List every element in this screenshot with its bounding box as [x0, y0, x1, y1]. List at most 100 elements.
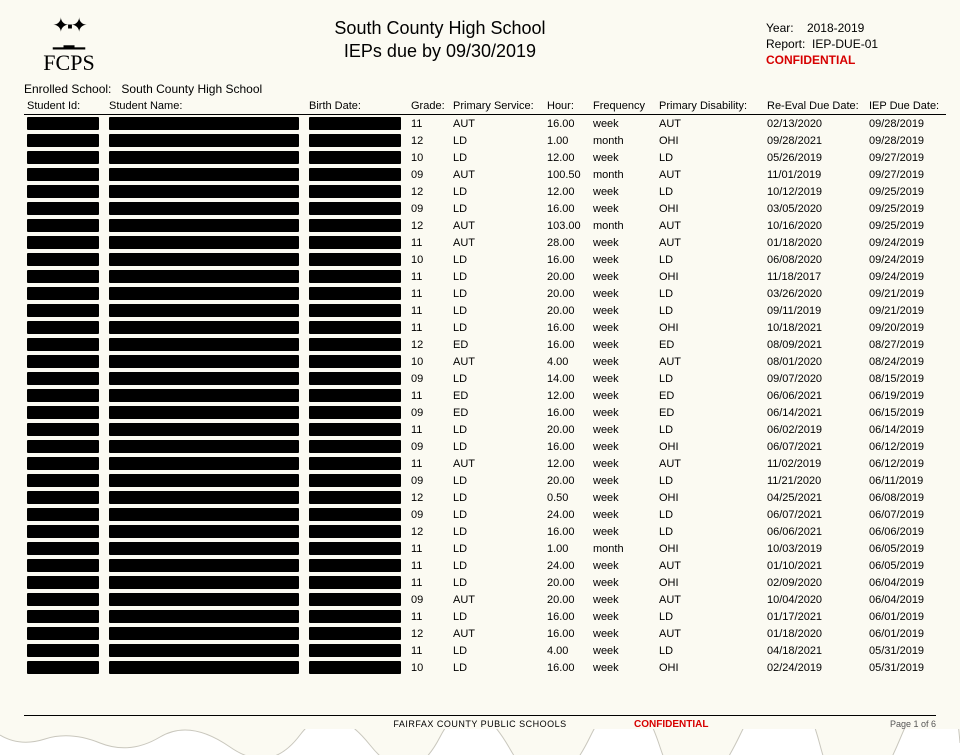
cell-student-name: [106, 302, 306, 319]
cell-iep-due: 06/07/2019: [866, 506, 946, 523]
cell-reeval-due: 08/09/2021: [764, 336, 866, 353]
cell-primary-service: AUT: [450, 455, 544, 472]
redacted-block: [27, 253, 99, 266]
cell-primary-disability: AUT: [656, 557, 764, 574]
cell-student-id: [24, 387, 106, 404]
cell-iep-due: 06/12/2019: [866, 438, 946, 455]
redacted-block: [309, 151, 401, 164]
cell-hour: 14.00: [544, 370, 590, 387]
cell-birth-date: [306, 506, 408, 523]
cell-primary-disability: AUT: [656, 353, 764, 370]
redacted-block: [309, 372, 401, 385]
cell-frequency: week: [590, 285, 656, 302]
cell-student-name: [106, 523, 306, 540]
cell-primary-service: LD: [450, 251, 544, 268]
cell-primary-disability: OHI: [656, 200, 764, 217]
cell-iep-due: 06/04/2019: [866, 574, 946, 591]
redacted-block: [27, 185, 99, 198]
cell-primary-service: LD: [450, 200, 544, 217]
cell-birth-date: [306, 625, 408, 642]
cell-hour: 12.00: [544, 387, 590, 404]
cell-student-id: [24, 115, 106, 133]
cell-primary-disability: LD: [656, 183, 764, 200]
cell-reeval-due: 10/18/2021: [764, 319, 866, 336]
col-frequency: Frequency: [590, 98, 656, 115]
cell-primary-service: LD: [450, 608, 544, 625]
cell-frequency: week: [590, 557, 656, 574]
redacted-block: [109, 151, 299, 164]
cell-student-id: [24, 234, 106, 251]
cell-primary-disability: AUT: [656, 234, 764, 251]
cell-primary-disability: LD: [656, 421, 764, 438]
cell-hour: 28.00: [544, 234, 590, 251]
cell-grade: 09: [408, 166, 450, 183]
cell-reeval-due: 05/26/2019: [764, 149, 866, 166]
table-row: 11ED12.00weekED06/06/202106/19/2019: [24, 387, 946, 404]
title-line2: IEPs due by 09/30/2019: [114, 41, 766, 62]
table-row: 11LD20.00weekLD06/02/201906/14/2019: [24, 421, 946, 438]
cell-reeval-due: 08/01/2020: [764, 353, 866, 370]
cell-frequency: week: [590, 251, 656, 268]
cell-birth-date: [306, 540, 408, 557]
redacted-block: [309, 542, 401, 555]
cell-birth-date: [306, 268, 408, 285]
redacted-block: [27, 627, 99, 640]
redacted-block: [309, 168, 401, 181]
report-header: ✦⬝✦ ▁▂▁ FCPS South County High School IE…: [24, 16, 936, 80]
cell-birth-date: [306, 404, 408, 421]
cell-birth-date: [306, 557, 408, 574]
cell-student-name: [106, 659, 306, 676]
cell-hour: 16.00: [544, 115, 590, 133]
cell-student-id: [24, 642, 106, 659]
cell-student-name: [106, 353, 306, 370]
redacted-block: [309, 304, 401, 317]
col-student-id: Student Id:: [24, 98, 106, 115]
table-row: 11LD4.00weekLD04/18/202105/31/2019: [24, 642, 946, 659]
cell-primary-service: LD: [450, 642, 544, 659]
cell-birth-date: [306, 472, 408, 489]
report-footer: FAIRFAX COUNTY PUBLIC SCHOOLS CONFIDENTI…: [0, 715, 960, 755]
cell-primary-disability: OHI: [656, 319, 764, 336]
cell-hour: 0.50: [544, 489, 590, 506]
cell-student-name: [106, 251, 306, 268]
redacted-block: [309, 627, 401, 640]
cell-reeval-due: 10/04/2020: [764, 591, 866, 608]
cell-student-id: [24, 353, 106, 370]
redacted-block: [27, 474, 99, 487]
redacted-block: [309, 474, 401, 487]
cell-primary-service: LD: [450, 132, 544, 149]
table-row: 12LD0.50weekOHI04/25/202106/08/2019: [24, 489, 946, 506]
cell-primary-disability: OHI: [656, 489, 764, 506]
report-label: Report:: [766, 37, 805, 51]
redacted-block: [309, 576, 401, 589]
cell-student-name: [106, 268, 306, 285]
table-row: 11LD1.00monthOHI10/03/201906/05/2019: [24, 540, 946, 557]
cell-birth-date: [306, 608, 408, 625]
cell-iep-due: 08/24/2019: [866, 353, 946, 370]
cell-primary-disability: AUT: [656, 115, 764, 133]
cell-hour: 12.00: [544, 149, 590, 166]
table-row: 10LD12.00weekLD05/26/201909/27/2019: [24, 149, 946, 166]
redacted-block: [109, 253, 299, 266]
redacted-block: [109, 270, 299, 283]
cell-birth-date: [306, 115, 408, 133]
redacted-block: [109, 559, 299, 572]
cell-hour: 20.00: [544, 268, 590, 285]
redacted-block: [109, 610, 299, 623]
cell-birth-date: [306, 251, 408, 268]
redacted-block: [27, 219, 99, 232]
cell-primary-service: LD: [450, 489, 544, 506]
redacted-block: [27, 117, 99, 130]
cell-primary-disability: AUT: [656, 166, 764, 183]
cell-iep-due: 09/27/2019: [866, 149, 946, 166]
cell-frequency: week: [590, 659, 656, 676]
cell-iep-due: 09/21/2019: [866, 285, 946, 302]
cell-iep-due: 09/28/2019: [866, 115, 946, 133]
redacted-block: [27, 270, 99, 283]
cell-primary-service: LD: [450, 540, 544, 557]
cell-student-name: [106, 506, 306, 523]
cell-grade: 11: [408, 574, 450, 591]
cell-primary-service: AUT: [450, 166, 544, 183]
cell-primary-disability: LD: [656, 608, 764, 625]
cell-grade: 12: [408, 489, 450, 506]
